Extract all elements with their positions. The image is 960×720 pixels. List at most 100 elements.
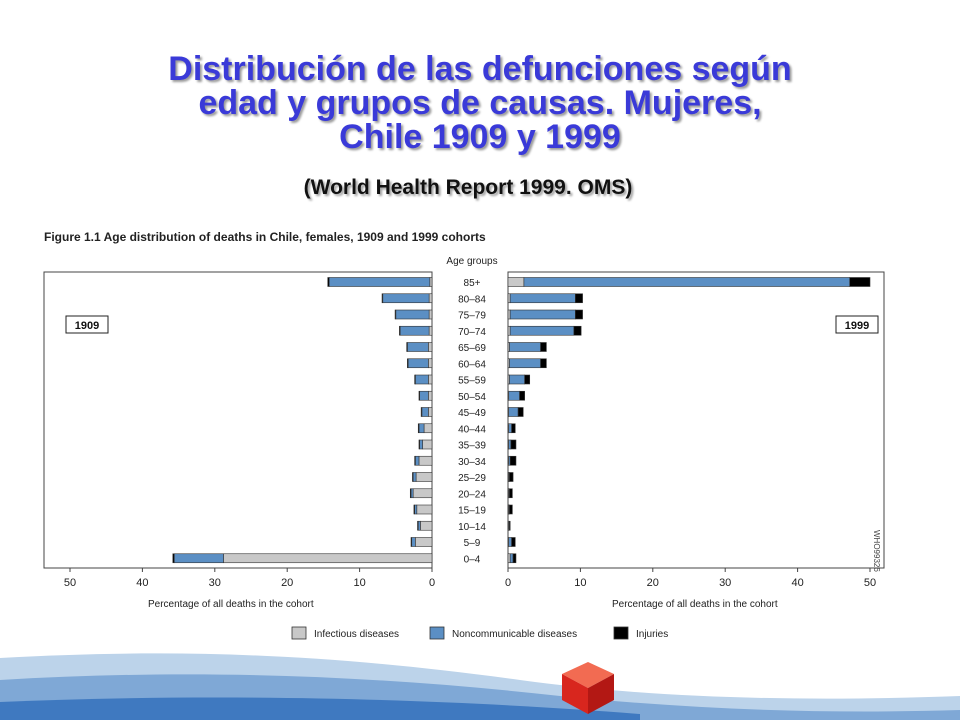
slide-title-line-1: Distribución de las defunciones según (168, 50, 792, 88)
bar-1999-noncommunicable-diseases (509, 342, 541, 352)
x-tick-label: 20 (647, 577, 659, 589)
x-tick-label: 50 (64, 577, 76, 589)
bar-1999-noncommunicable-diseases (509, 309, 576, 320)
legend-infectious-label: Infectious diseases (314, 629, 399, 640)
age-group-label: 40–44 (458, 424, 486, 435)
bar-1909-injuries (414, 374, 416, 385)
bar-1909-noncommunicable-diseases (395, 309, 430, 320)
age-group-label: 80–84 (458, 294, 486, 305)
bar-1909-injuries (420, 407, 423, 417)
bar-1909-noncommunicable-diseases (173, 553, 224, 564)
bar-1909-noncommunicable-diseases (415, 374, 429, 385)
legend-noncommunicable-label: Noncommunicable diseases (452, 629, 577, 640)
bar-1909-infectious-diseases (423, 423, 433, 434)
slide-title: Distribución de las defunciones según ed… (40, 52, 920, 154)
bar-1909-injuries (409, 488, 412, 499)
bar-1909-noncommunicable-diseases (411, 537, 416, 547)
panel-label-1999: 1999 (845, 320, 869, 332)
bar-1909-infectious-diseases (223, 553, 433, 564)
bar-1909-noncommunicable-diseases (419, 439, 423, 450)
bar-1999-noncommunicable-diseases (509, 293, 576, 304)
bar-1909-noncommunicable-diseases (419, 390, 429, 401)
source-code: WHO99326 (872, 530, 881, 572)
bar-1999-infectious-diseases (507, 553, 511, 564)
x-tick-label: 50 (864, 577, 876, 589)
bar-1909-noncommunicable-diseases (421, 407, 429, 417)
x-tick-label: 10 (353, 577, 365, 589)
bar-1999-noncommunicable-diseases (509, 325, 575, 336)
bar-1909-injuries (410, 537, 413, 547)
bar-1909-noncommunicable-diseases (414, 504, 418, 515)
age-group-label: 10–14 (458, 522, 486, 533)
x-tick-label: 30 (719, 577, 731, 589)
bar-1909-infectious-diseases (428, 390, 433, 401)
bar-1909-infectious-diseases (428, 358, 433, 369)
bar-1909-noncommunicable-diseases (418, 423, 425, 434)
bar-1999-injuries (511, 537, 516, 547)
bar-1999-injuries (509, 455, 517, 466)
bar-1999-infectious-diseases (507, 309, 511, 320)
bar-1999-injuries (510, 439, 517, 450)
bar-1909-infectious-diseases (412, 488, 433, 499)
bar-1909-infectious-diseases (428, 309, 433, 320)
bar-1909-injuries (418, 390, 420, 401)
age-group-label: 70–74 (458, 327, 486, 338)
bar-1999-injuries (509, 472, 514, 482)
bar-1909-infectious-diseases (422, 439, 433, 450)
age-group-label: 35–39 (458, 441, 486, 452)
bar-1999-noncommunicable-diseases (508, 423, 512, 434)
bar-1909-infectious-diseases (415, 537, 433, 547)
bar-1999-injuries (573, 325, 582, 336)
age-group-label: 75–79 (458, 311, 486, 322)
legend-injuries-label: Injuries (636, 629, 668, 640)
bar-1909-infectious-diseases (428, 342, 433, 352)
figure-title: Figure 1.1 Age distribution of deaths in… (44, 230, 486, 244)
bar-1909-injuries (418, 439, 420, 450)
bar-1909-infectious-diseases (416, 504, 433, 515)
x-tick-label: 0 (505, 577, 511, 589)
bar-1909-noncommunicable-diseases (412, 472, 417, 482)
bar-1909-noncommunicable-diseases (410, 488, 414, 499)
bar-1999-injuries (540, 342, 547, 352)
age-group-label: 30–34 (458, 457, 486, 468)
banner-wave-dark (0, 697, 640, 720)
bar-1909-noncommunicable-diseases (417, 520, 421, 531)
bar-1909-infectious-diseases (418, 455, 433, 466)
bar-1909-injuries (413, 504, 415, 515)
x-tick-label: 10 (574, 577, 586, 589)
bar-1909-noncommunicable-diseases (415, 455, 420, 466)
age-group-label: 45–49 (458, 408, 486, 419)
cube-logo (562, 662, 614, 714)
bar-1909-injuries (172, 553, 175, 564)
x-tick-label: 30 (209, 577, 221, 589)
bar-1999-noncommunicable-diseases (508, 407, 519, 417)
bar-1999-infectious-diseases (507, 293, 511, 304)
legend-noncommunicable-swatch (429, 626, 445, 640)
bar-1909-injuries (412, 472, 414, 482)
bar-1909-injuries (407, 358, 409, 369)
bar-1909-injuries (327, 277, 330, 287)
bar-1999-injuries (511, 423, 516, 434)
bar-1909-infectious-diseases (428, 293, 433, 304)
age-group-label: 20–24 (458, 489, 486, 500)
x-axis-label-1999: Percentage of all deaths in the cohort (612, 599, 778, 610)
bar-1909-infectious-diseases (428, 407, 433, 417)
bar-1999-injuries (575, 309, 583, 320)
age-group-label: 0–4 (464, 554, 481, 565)
bar-1909-injuries (406, 342, 408, 352)
footer-banner (0, 653, 960, 720)
bar-1909-infectious-diseases (429, 277, 433, 287)
panel-frame-1999 (507, 271, 885, 569)
bar-1909-noncommunicable-diseases (407, 342, 429, 352)
bar-1909-infectious-diseases (420, 520, 433, 531)
bar-1909-infectious-diseases (428, 325, 433, 336)
bar-1909-noncommunicable-diseases (407, 358, 429, 369)
age-group-label: 85+ (464, 278, 481, 289)
bar-1999-infectious-diseases (507, 277, 525, 287)
legend-infectious-swatch (291, 626, 307, 640)
bar-1999-injuries (540, 358, 547, 369)
panel-label-1909: 1909 (75, 320, 99, 332)
bar-1909-injuries (414, 455, 416, 466)
bar-1999-injuries (849, 277, 871, 287)
bar-1999-noncommunicable-diseases (508, 390, 520, 401)
